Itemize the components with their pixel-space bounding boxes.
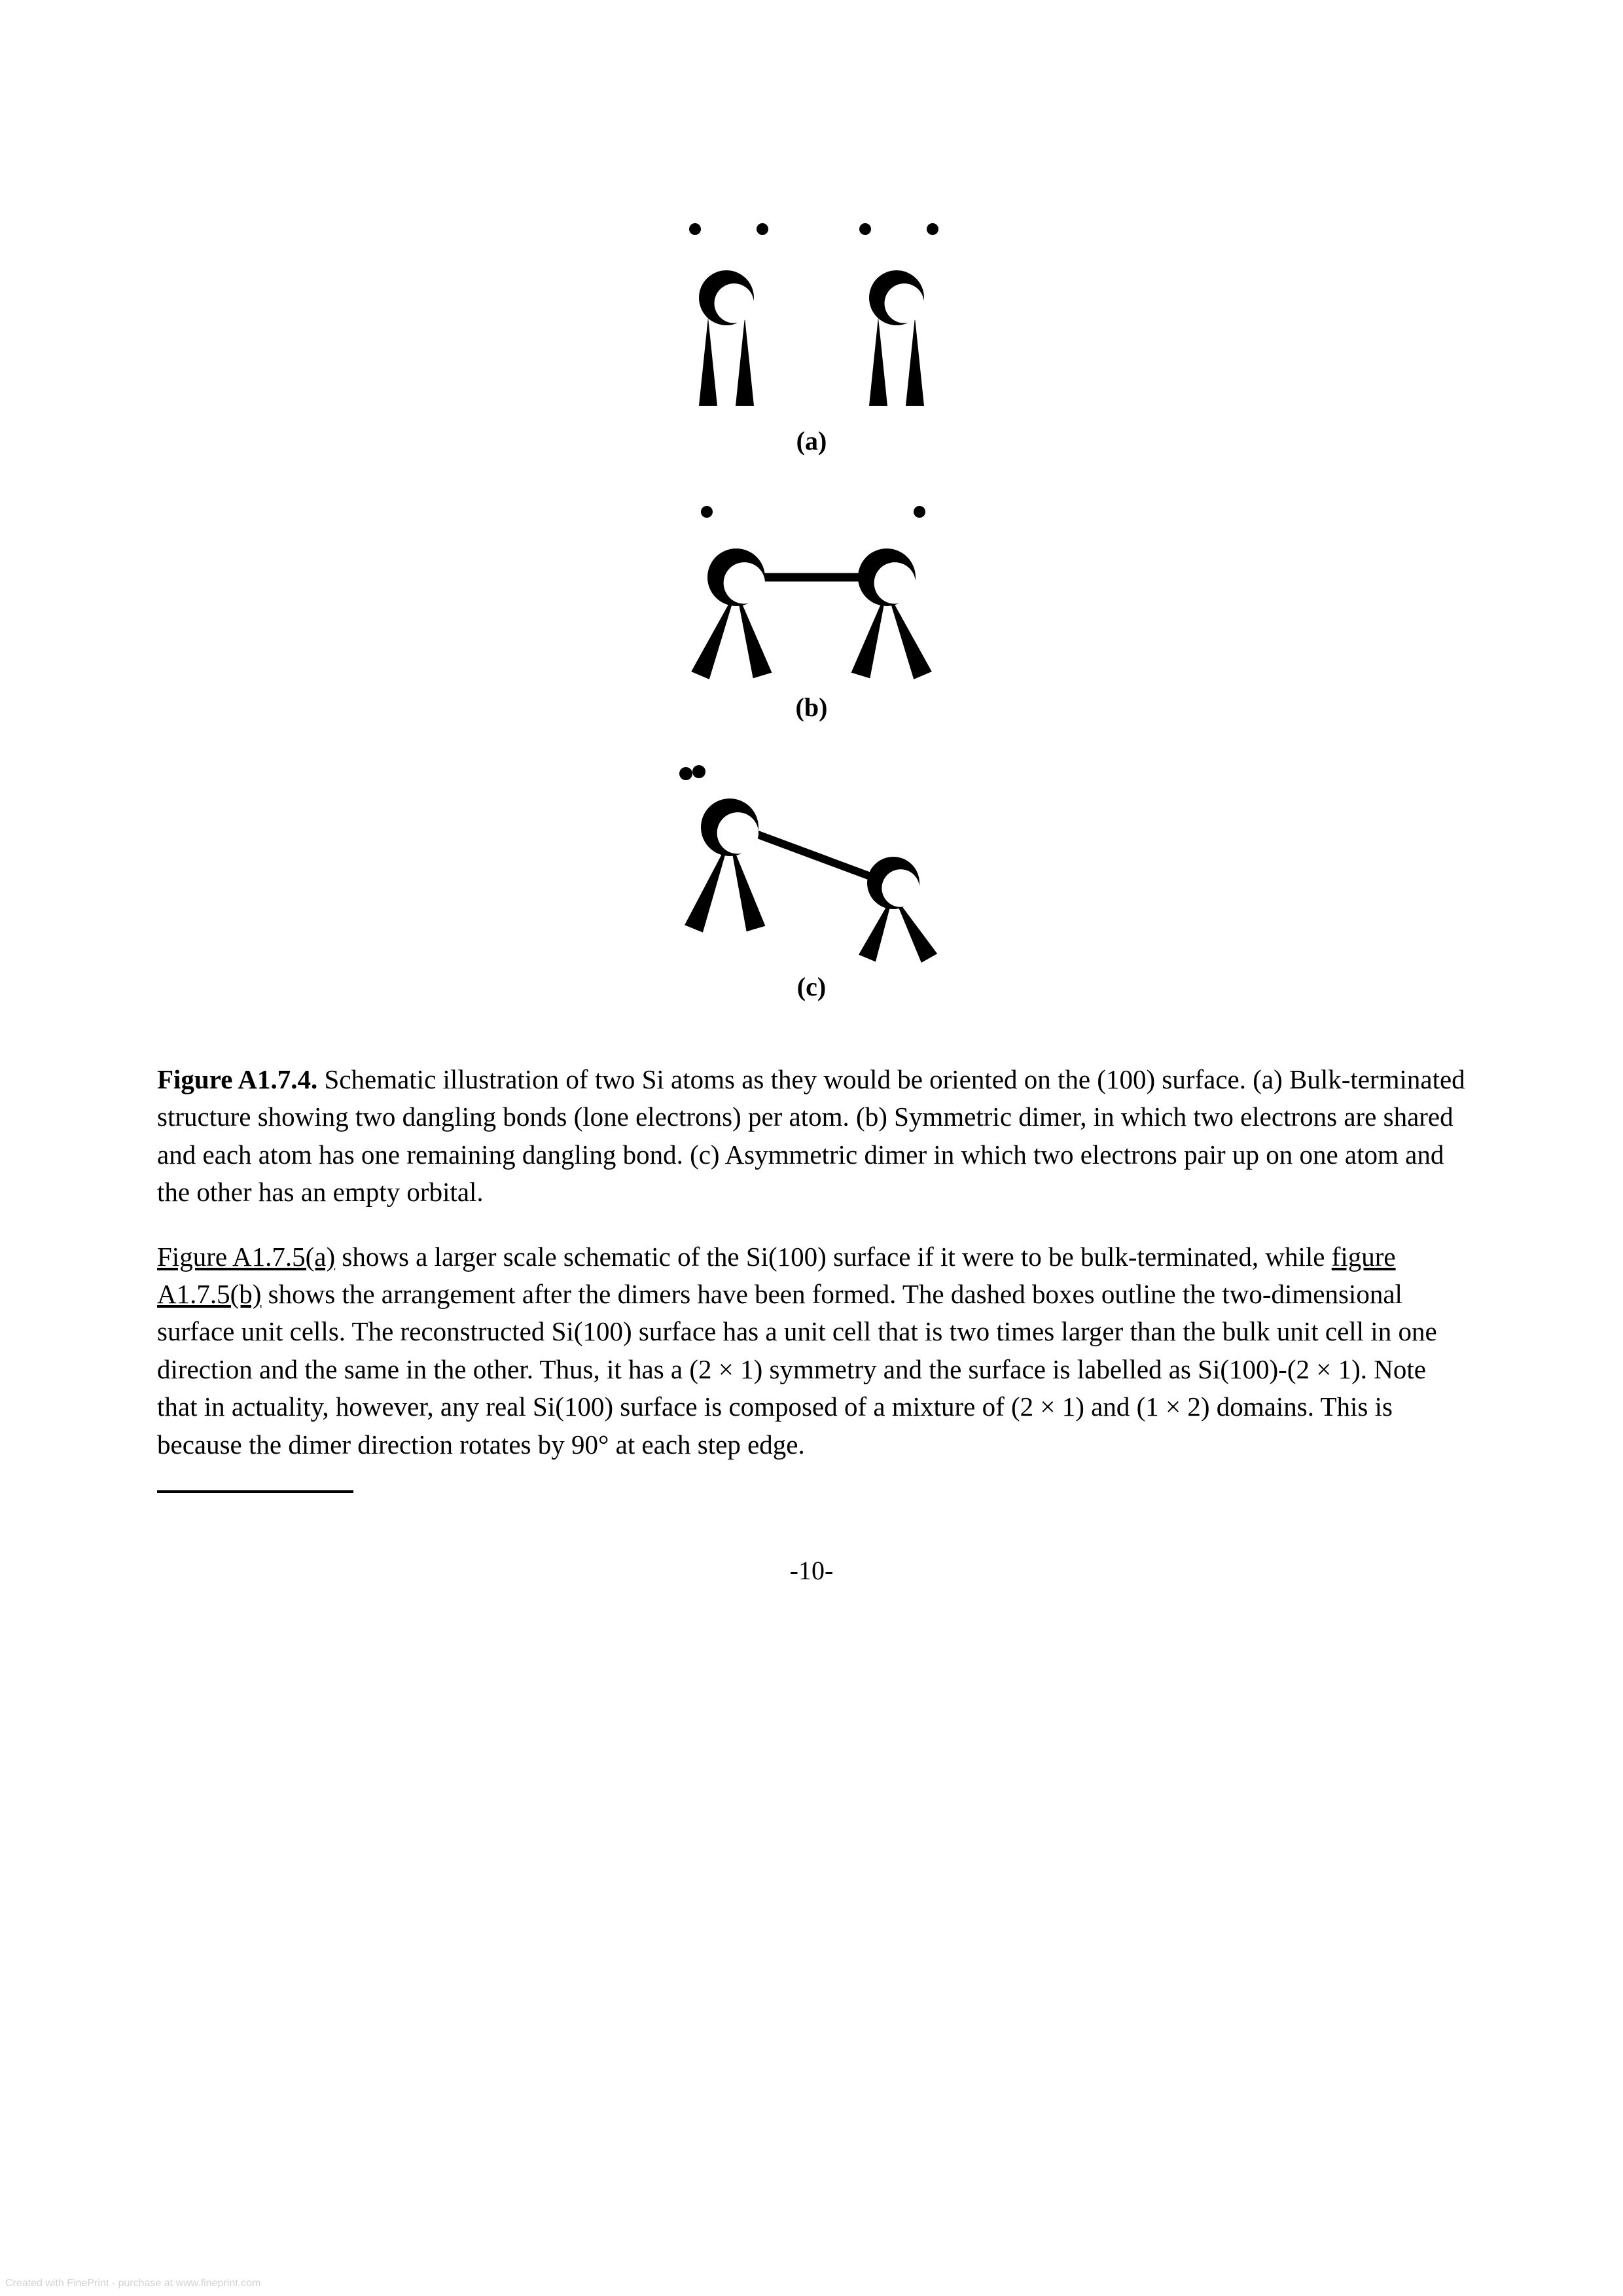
diagram-panel-b [615, 489, 1008, 685]
diagram-panel-c [615, 755, 1008, 965]
footnote-divider [157, 1490, 353, 1493]
panel-b-label: (b) [419, 692, 1204, 723]
figure-a1-7-4: (a) (b) (c) [419, 203, 1204, 1002]
link-figure-a1-7-5-a[interactable]: Figure A1.7.5(a) [157, 1242, 335, 1272]
page: (a) (b) (c) Figure A1.7.4. Schematic ill… [0, 0, 1623, 2296]
body-paragraph: Figure A1.7.5(a) shows a larger scale sc… [157, 1238, 1466, 1463]
caption-label: Figure A1.7.4. [157, 1064, 317, 1094]
body-seg-1: shows a larger scale schematic of the Si… [335, 1242, 1332, 1272]
page-number: -10- [157, 1555, 1466, 1586]
panel-c-label: (c) [419, 971, 1204, 1002]
caption-text: Schematic illustration of two Si atoms a… [157, 1064, 1465, 1207]
diagram-panel-a [615, 203, 1008, 419]
body-seg-2: shows the arrangement after the dimers h… [157, 1279, 1437, 1460]
panel-a-label: (a) [419, 425, 1204, 456]
figure-caption: Figure A1.7.4. Schematic illustration of… [157, 1061, 1466, 1211]
fineprint-watermark: Created with FinePrint - purchase at www… [5, 2278, 260, 2289]
